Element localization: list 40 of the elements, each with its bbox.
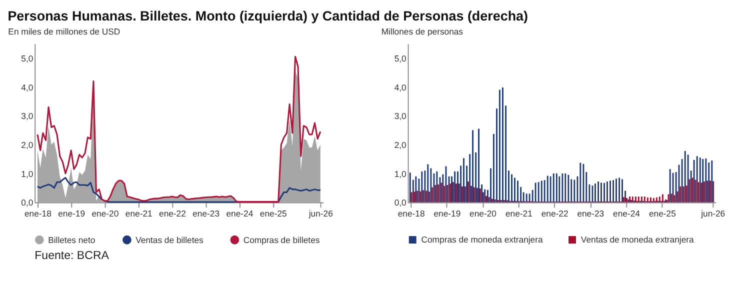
y-tick-label: 5,0 [21,53,34,64]
y-tick-label: 2,0 [394,140,407,150]
x-tick-label: ene-25 [260,208,288,218]
y-tick-label: 4,0 [21,82,34,92]
y-axis-title: Millones de personas [381,26,464,36]
source-note: Fuente: BCRA [34,250,110,262]
y-tick-label: 2,0 [21,140,34,150]
x-tick-label: ene-21 [125,208,153,218]
legend-label: Ventas de moneda extranjera [580,234,694,245]
y-tick-label: 1,0 [394,168,407,179]
legend-label: Ventas de billetes [136,234,204,245]
x-tick-label: ene-23 [192,208,220,218]
legend-label: Compras de moneda extranjera [421,234,543,245]
x-tick-label: ene-23 [577,208,604,218]
y-tick-label: 3,0 [21,111,34,122]
x-tick-label: ene-24 [226,208,254,218]
x-tick-label: ene-19 [434,208,461,218]
x-tick-label: ene-22 [541,208,568,218]
y-axis-title: En miles de millones de USD [8,26,120,36]
y-tick-label: 4,0 [394,82,407,92]
x-tick-label: ene-20 [470,208,497,218]
y-tick-label: 0,0 [21,198,34,208]
x-tick-label: ene-25 [648,208,676,218]
legend-label: Compras de billetes [243,234,320,245]
x-tick-label: jun-26 [700,208,726,218]
legend-label: Billetes neto [48,234,96,245]
line-series [36,177,322,203]
y-tick-label: 0,0 [394,198,407,208]
x-tick-label: ene-22 [159,208,186,218]
x-tick-label: ene-24 [613,208,640,218]
y-tick-label: 3,0 [394,111,407,122]
x-tick-label: ene-19 [58,208,86,218]
y-tick-label: 1,0 [21,168,34,179]
y-tick-label: 5,0 [394,53,407,64]
x-tick-label: ene-18 [24,208,52,218]
x-tick-label: ene-18 [398,208,425,218]
x-tick-label: ene-20 [92,208,119,218]
x-tick-label: jun-26 [308,208,334,218]
x-tick-label: ene-21 [506,208,533,218]
chart-title: Personas Humanas. Billetes. Monto (izquierda) y Cantidad de Personas (derecha) [8,8,528,24]
